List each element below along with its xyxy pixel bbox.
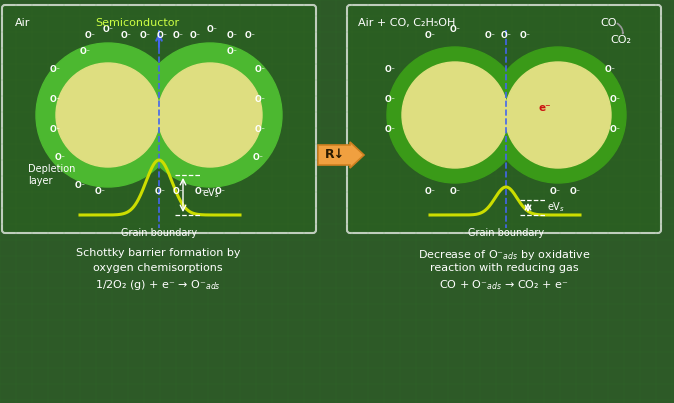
Text: CO₂: CO₂ (610, 35, 631, 45)
Text: O⁻: O⁻ (255, 96, 266, 104)
Text: Schottky barrier formation by: Schottky barrier formation by (75, 248, 240, 258)
Text: CO: CO (600, 18, 617, 28)
FancyBboxPatch shape (347, 5, 661, 233)
Text: O⁻: O⁻ (80, 48, 90, 56)
Text: O⁻: O⁻ (226, 48, 237, 56)
Text: O⁻: O⁻ (425, 187, 435, 197)
Text: O⁻: O⁻ (49, 96, 61, 104)
FancyArrow shape (318, 142, 364, 168)
Text: O⁻: O⁻ (173, 31, 183, 40)
FancyArrowPatch shape (617, 23, 623, 33)
Text: O⁻: O⁻ (605, 66, 615, 75)
Text: Air + CO, C₂H₅OH: Air + CO, C₂H₅OH (358, 18, 456, 28)
Text: O⁻: O⁻ (384, 125, 396, 135)
Text: eV$_s$: eV$_s$ (202, 186, 220, 200)
Text: O⁻: O⁻ (75, 181, 86, 189)
Text: eV$_s$: eV$_s$ (547, 200, 565, 214)
Text: CO + O⁻$_{ads}$ → CO₂ + e⁻: CO + O⁻$_{ads}$ → CO₂ + e⁻ (439, 278, 569, 292)
Circle shape (490, 47, 626, 183)
Text: O⁻: O⁻ (84, 31, 96, 40)
Circle shape (158, 63, 262, 167)
Text: O⁻: O⁻ (255, 66, 266, 75)
Text: O⁻: O⁻ (206, 25, 218, 35)
Text: O⁻: O⁻ (156, 31, 168, 40)
Text: O⁻: O⁻ (94, 187, 106, 197)
Text: O⁻: O⁻ (189, 31, 200, 40)
Text: O⁻: O⁻ (384, 66, 396, 75)
Text: 1/2O₂ (g) + e⁻ → O⁻$_{ads}$: 1/2O₂ (g) + e⁻ → O⁻$_{ads}$ (95, 278, 221, 292)
Text: R↓: R↓ (325, 148, 345, 162)
Circle shape (138, 43, 282, 187)
Text: O⁻: O⁻ (501, 31, 512, 40)
Circle shape (56, 63, 160, 167)
Text: O⁻: O⁻ (425, 31, 435, 40)
Text: Depletion
layer: Depletion layer (28, 164, 75, 186)
Text: Semiconductor: Semiconductor (95, 18, 179, 28)
Circle shape (387, 47, 523, 183)
Circle shape (402, 62, 508, 168)
Text: O⁻: O⁻ (140, 31, 150, 40)
Text: O⁻: O⁻ (195, 187, 206, 197)
Text: O⁻: O⁻ (245, 31, 255, 40)
Text: e⁻: e⁻ (539, 103, 551, 113)
Text: O⁻: O⁻ (121, 31, 131, 40)
Text: O⁻: O⁻ (549, 187, 561, 197)
Text: O⁻: O⁻ (609, 96, 621, 104)
FancyBboxPatch shape (2, 5, 316, 233)
Text: Decrease of O⁻$_{ads}$ by oxidative: Decrease of O⁻$_{ads}$ by oxidative (418, 248, 590, 262)
Text: oxygen chemisorptions: oxygen chemisorptions (93, 263, 223, 273)
Text: O⁻: O⁻ (49, 125, 61, 135)
Text: O⁻: O⁻ (154, 187, 166, 197)
Text: O⁻: O⁻ (102, 25, 113, 35)
Text: O⁻: O⁻ (450, 187, 460, 197)
Text: O⁻: O⁻ (253, 154, 264, 162)
Text: O⁻: O⁻ (214, 187, 226, 197)
Text: O⁻: O⁻ (49, 66, 61, 75)
Text: O⁻: O⁻ (609, 125, 621, 135)
Text: O⁻: O⁻ (520, 31, 530, 40)
Text: O⁻: O⁻ (226, 31, 237, 40)
Circle shape (505, 62, 611, 168)
Text: O⁻: O⁻ (55, 154, 65, 162)
Text: Grain boundary: Grain boundary (468, 228, 544, 238)
Text: O⁻: O⁻ (384, 96, 396, 104)
Text: O⁻: O⁻ (450, 25, 460, 35)
Text: O⁻: O⁻ (570, 187, 580, 197)
Circle shape (36, 43, 180, 187)
Text: O⁻: O⁻ (255, 125, 266, 135)
Text: Air: Air (15, 18, 30, 28)
Text: O⁻: O⁻ (485, 31, 495, 40)
Text: O⁻: O⁻ (173, 187, 183, 197)
Text: Grain boundary: Grain boundary (121, 228, 197, 238)
Text: reaction with reducing gas: reaction with reducing gas (430, 263, 578, 273)
